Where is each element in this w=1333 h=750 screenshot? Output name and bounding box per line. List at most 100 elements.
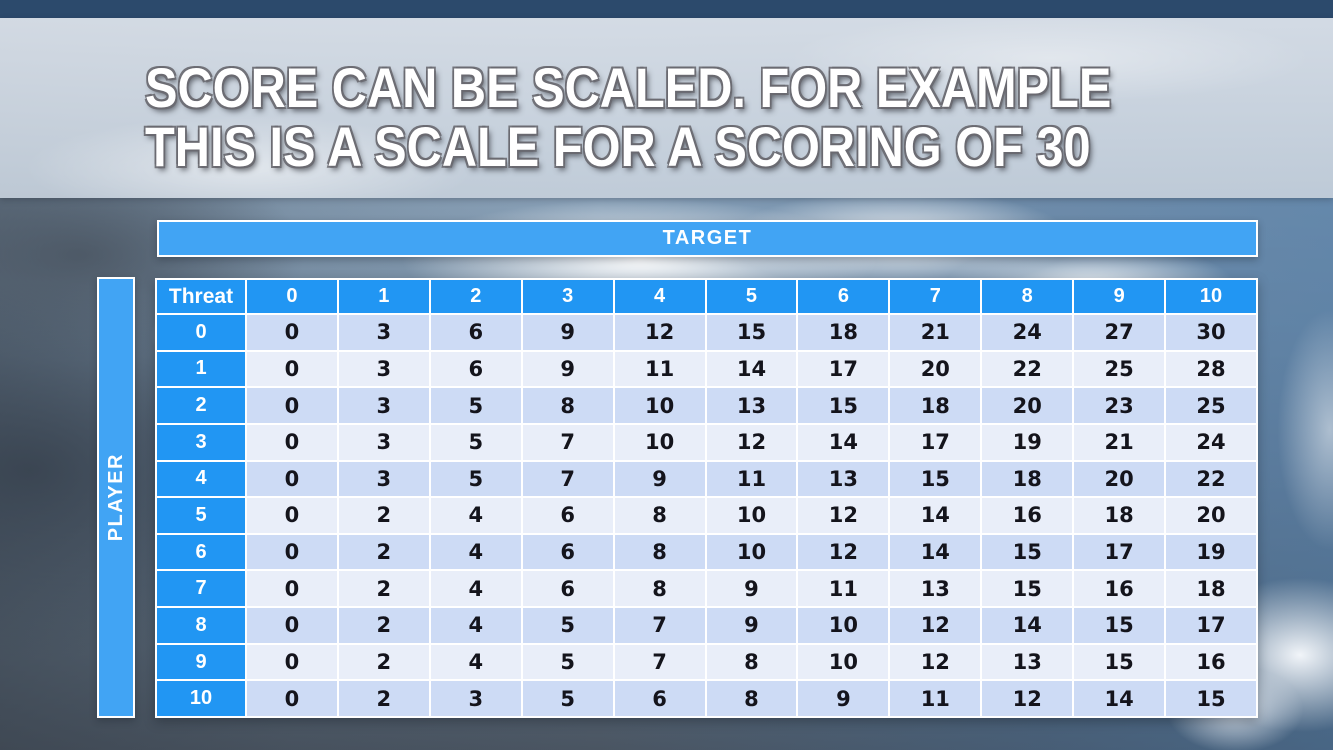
- matrix-cell: 6: [614, 681, 705, 716]
- matrix-cell: 9: [522, 351, 613, 387]
- matrix-cell: 8: [614, 534, 705, 570]
- matrix-cell: 2: [338, 681, 429, 716]
- matrix-cell: 3: [338, 388, 429, 423]
- matrix-cell: 9: [706, 571, 797, 607]
- matrix-cell: 9: [522, 315, 613, 350]
- title-banner: SCORE CAN BE SCALED. FOR EXAMPLE THIS IS…: [0, 18, 1333, 198]
- matrix-cell: 14: [890, 534, 981, 570]
- row-header: 1: [157, 351, 245, 387]
- matrix-cell: 12: [706, 424, 797, 460]
- matrix-cell: 2: [338, 571, 429, 607]
- column-header: 4: [614, 280, 705, 313]
- matrix-cell: 10: [798, 644, 889, 680]
- column-header: 10: [1166, 280, 1256, 313]
- matrix-cell: 17: [1166, 608, 1256, 643]
- column-header: 1: [338, 280, 429, 313]
- matrix-cell: 3: [338, 351, 429, 387]
- column-header: 8: [982, 280, 1073, 313]
- matrix-cell: 22: [982, 351, 1073, 387]
- matrix-cell: 2: [338, 534, 429, 570]
- matrix-cell: 21: [890, 315, 981, 350]
- matrix-cell: 22: [1166, 461, 1256, 497]
- matrix-cell: 15: [982, 534, 1073, 570]
- matrix-cell: 15: [890, 461, 981, 497]
- column-header: 2: [430, 280, 521, 313]
- matrix-cell: 20: [982, 388, 1073, 423]
- matrix-cell: 12: [890, 608, 981, 643]
- target-axis-bar: TARGET: [157, 220, 1258, 257]
- matrix-cell: 4: [430, 534, 521, 570]
- matrix-cell: 0: [247, 424, 337, 460]
- matrix-cell: 5: [522, 608, 613, 643]
- matrix-cell: 13: [890, 571, 981, 607]
- matrix-cell: 5: [430, 461, 521, 497]
- row-header: 4: [157, 461, 245, 497]
- matrix-cell: 8: [522, 388, 613, 423]
- matrix-cell: 14: [1074, 681, 1165, 716]
- matrix-cell: 14: [798, 424, 889, 460]
- matrix-cell: 3: [338, 424, 429, 460]
- matrix-cell: 10: [798, 608, 889, 643]
- player-axis-bar: PLAYER: [97, 277, 135, 718]
- matrix-cell: 0: [247, 608, 337, 643]
- matrix-cell: 17: [798, 351, 889, 387]
- matrix-cell: 3: [338, 461, 429, 497]
- matrix-cell: 15: [1166, 681, 1256, 716]
- matrix-cell: 18: [982, 461, 1073, 497]
- matrix-cell: 24: [982, 315, 1073, 350]
- matrix-cell: 6: [430, 315, 521, 350]
- matrix-cell: 12: [614, 315, 705, 350]
- column-header: 3: [522, 280, 613, 313]
- matrix-cell: 10: [614, 388, 705, 423]
- matrix-cell: 3: [338, 315, 429, 350]
- matrix-cell: 14: [982, 608, 1073, 643]
- matrix-cell: 0: [247, 351, 337, 387]
- matrix-cell: 13: [982, 644, 1073, 680]
- matrix-cell: 12: [798, 498, 889, 533]
- matrix-cell: 18: [798, 315, 889, 350]
- row-header: 6: [157, 534, 245, 570]
- matrix-cell: 20: [1074, 461, 1165, 497]
- matrix-cell: 16: [1166, 644, 1256, 680]
- slide-title: SCORE CAN BE SCALED. FOR EXAMPLE THIS IS…: [145, 58, 1111, 176]
- matrix-cell: 4: [430, 571, 521, 607]
- player-axis-label: PLAYER: [104, 453, 127, 542]
- matrix-cell: 5: [430, 424, 521, 460]
- matrix-cell: 6: [430, 351, 521, 387]
- column-header: 5: [706, 280, 797, 313]
- matrix-cell: 16: [1074, 571, 1165, 607]
- matrix-cell: 9: [706, 608, 797, 643]
- title-line-1: SCORE CAN BE SCALED. FOR EXAMPLE: [145, 56, 1112, 119]
- matrix-cell: 4: [430, 498, 521, 533]
- matrix-cell: 6: [522, 534, 613, 570]
- row-header: 0: [157, 315, 245, 350]
- title-line-2: THIS IS A SCALE FOR A SCORING OF 30: [145, 115, 1091, 178]
- matrix-cell: 7: [522, 424, 613, 460]
- matrix-cell: 3: [430, 681, 521, 716]
- matrix-cell: 14: [890, 498, 981, 533]
- matrix-cell: 19: [1166, 534, 1256, 570]
- corner-header-threat: Threat: [157, 280, 245, 313]
- column-header: 6: [798, 280, 889, 313]
- matrix-cell: 30: [1166, 315, 1256, 350]
- matrix-cell: 10: [614, 424, 705, 460]
- matrix-cell: 18: [1074, 498, 1165, 533]
- matrix-cell: 18: [1166, 571, 1256, 607]
- matrix-cell: 21: [1074, 424, 1165, 460]
- matrix-cell: 18: [890, 388, 981, 423]
- score-matrix-table: Threat 0 1 2 3 4 5 6 7 8 9 10 0 0 3 6 9 12 15 18 21 24 27 30 1 0 3…: [155, 278, 1258, 718]
- matrix-cell: 0: [247, 388, 337, 423]
- matrix-cell: 5: [522, 681, 613, 716]
- matrix-cell: 5: [430, 388, 521, 423]
- matrix-cell: 25: [1166, 388, 1256, 423]
- matrix-cell: 9: [798, 681, 889, 716]
- matrix-cell: 12: [982, 681, 1073, 716]
- matrix-cell: 6: [522, 498, 613, 533]
- matrix-cell: 24: [1166, 424, 1256, 460]
- matrix-cell: 15: [706, 315, 797, 350]
- matrix-cell: 11: [614, 351, 705, 387]
- matrix-cell: 16: [982, 498, 1073, 533]
- matrix-cell: 0: [247, 681, 337, 716]
- matrix-cell: 2: [338, 608, 429, 643]
- matrix-cell: 0: [247, 644, 337, 680]
